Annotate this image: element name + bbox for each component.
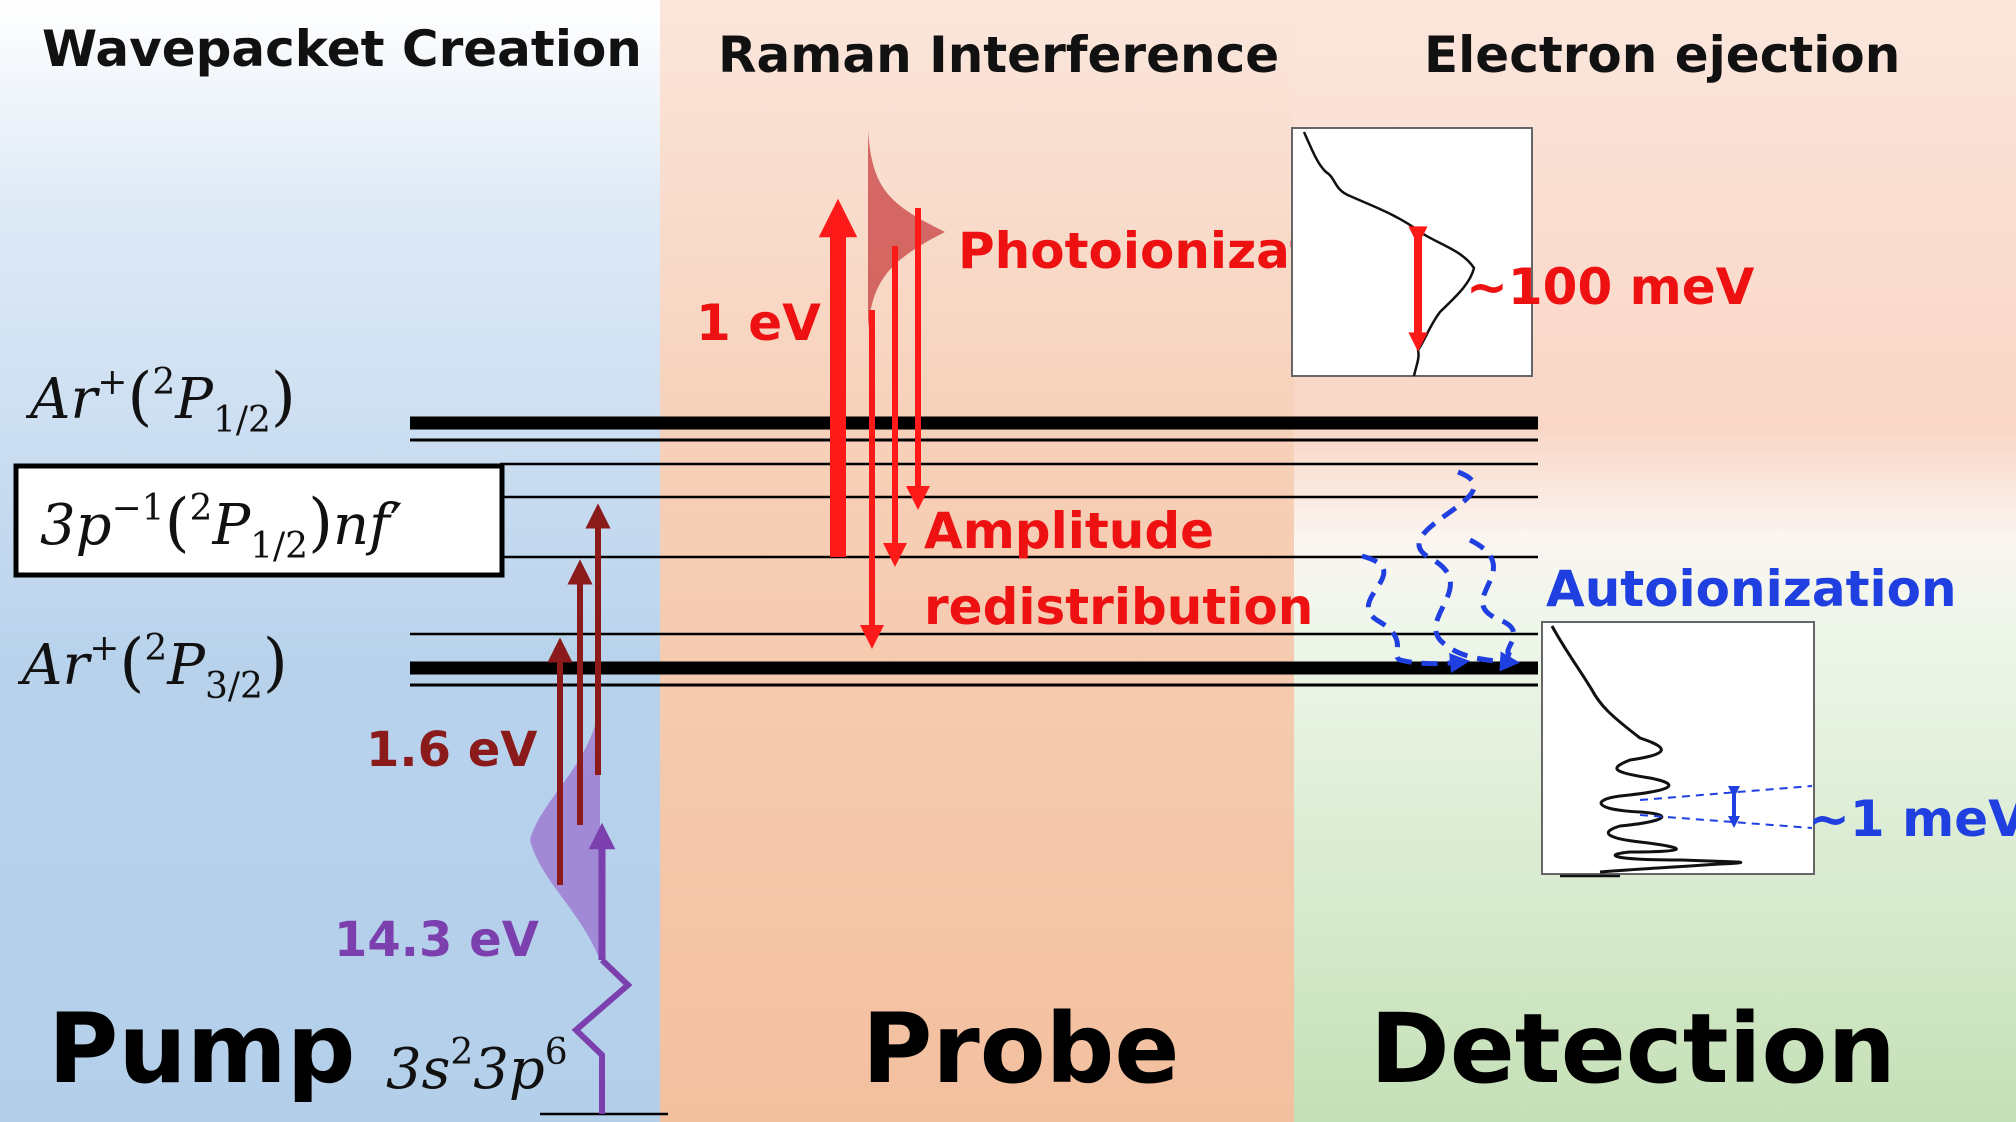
section-pump: Pump xyxy=(48,993,355,1105)
probe-pulse-envelope xyxy=(868,130,945,330)
autoionization-spectrum-inset xyxy=(1541,621,1815,878)
label-autoionization: Autoionization xyxy=(1546,560,1957,618)
ai-spectrum-curve xyxy=(1550,625,1743,874)
label-pi-width: ~100 meV xyxy=(1466,258,1755,316)
xuv-zigzag xyxy=(571,957,633,1114)
ai-guide-top xyxy=(1639,785,1813,801)
label-ground-state: 3s23p6 xyxy=(386,1032,568,1102)
label-ai-width: ~1 meV xyxy=(1808,790,2016,848)
ai-path-2 xyxy=(1361,553,1470,673)
label-rydberg-series: 3p−1(2P1/2)nf′ xyxy=(40,486,403,567)
ai-path-1 xyxy=(1416,469,1520,672)
section-detection: Detection xyxy=(1370,993,1896,1105)
ir-pump-arrows xyxy=(547,503,611,885)
ai-inset-frame xyxy=(1541,621,1815,875)
label-ir-energy: 1.6 eV xyxy=(366,722,537,778)
rydberg-label-box xyxy=(13,463,505,578)
header-raman-interference: Raman Interference xyxy=(718,26,1279,84)
autoionization-paths xyxy=(1361,469,1520,673)
ai-path-3 xyxy=(1468,537,1517,664)
probe-panel xyxy=(660,0,1294,1122)
pi-inset-frame xyxy=(1291,127,1533,377)
header-wavepacket-creation: Wavepacket Creation xyxy=(42,20,642,78)
label-ar-2p12: Ar+(2P1/2) xyxy=(25,360,296,441)
photoionization-spectrum-inset xyxy=(1291,127,1533,377)
label-xuv-energy: 14.3 eV xyxy=(334,912,539,968)
probe-arrows-down xyxy=(860,208,930,649)
label-redistribution: redistribution xyxy=(924,578,1313,636)
label-ar-2p32: Ar+(2P3/2) xyxy=(17,626,288,707)
header-electron-ejection: Electron ejection xyxy=(1424,26,1900,84)
label-amplitude: Amplitude xyxy=(924,502,1214,560)
section-probe: Probe xyxy=(862,993,1179,1105)
ai-guide-bottom xyxy=(1639,814,1813,829)
label-probe-energy: 1 eV xyxy=(696,294,821,352)
